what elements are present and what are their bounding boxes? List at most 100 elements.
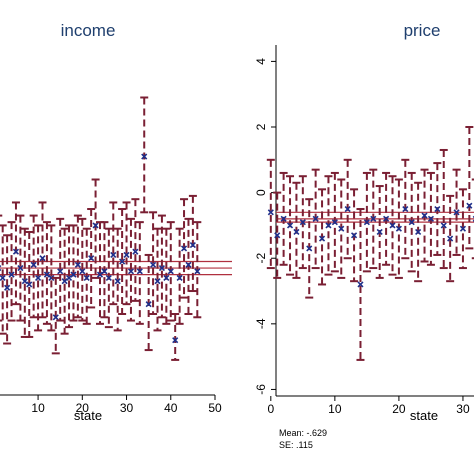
income-point-marker bbox=[180, 245, 188, 252]
price-point-marker bbox=[267, 209, 274, 216]
price-point-marker bbox=[447, 235, 454, 242]
price-y-tick-label: -2 bbox=[254, 253, 268, 264]
income-point-marker bbox=[39, 255, 46, 262]
income-x-tick-label: 10 bbox=[31, 401, 45, 415]
income-point-marker bbox=[105, 274, 112, 281]
income-point-marker bbox=[52, 314, 59, 321]
income-point-marker bbox=[194, 268, 201, 275]
price-point-marker bbox=[408, 219, 415, 226]
income-x-tick-label: 30 bbox=[120, 401, 134, 415]
price-x-ticks: 0 10 20 30 bbox=[267, 396, 470, 416]
price-point-marker bbox=[370, 215, 377, 222]
price-point-marker bbox=[395, 225, 402, 232]
price-point-marker bbox=[376, 228, 383, 236]
income-point-marker bbox=[176, 274, 183, 281]
price-x-tick-label: 30 bbox=[456, 402, 470, 416]
price-point-marker bbox=[421, 212, 428, 219]
price-x-axis-label: state bbox=[410, 408, 438, 423]
income-point-marker bbox=[26, 281, 33, 288]
income-point-marker bbox=[57, 268, 64, 275]
income-point-marker bbox=[158, 264, 165, 272]
income-point-marker bbox=[189, 242, 196, 249]
income-point-marker bbox=[141, 153, 148, 160]
price-point-marker bbox=[274, 232, 281, 239]
price-point-marker bbox=[280, 215, 287, 222]
income-point-marker bbox=[17, 264, 24, 272]
income-point-marker bbox=[30, 261, 37, 268]
income-point-marker bbox=[167, 268, 174, 275]
income-point-marker bbox=[79, 268, 86, 275]
income-point-marker bbox=[12, 248, 20, 255]
price-point-marker bbox=[459, 225, 467, 232]
income-point-marker bbox=[83, 274, 90, 281]
price-point-marker bbox=[415, 228, 422, 236]
price-y-tick-label: 0 bbox=[254, 189, 268, 196]
income-point-marker bbox=[185, 261, 192, 268]
price-point-marker bbox=[318, 235, 326, 242]
price-point-marker bbox=[312, 215, 319, 222]
price-point-marker bbox=[344, 205, 351, 213]
price-point-marker bbox=[383, 215, 390, 222]
price-point-marker bbox=[338, 225, 345, 232]
income-point-marker bbox=[92, 222, 99, 229]
price-point-marker bbox=[286, 222, 294, 229]
income-point-marker bbox=[70, 271, 77, 278]
income-x-tick-label: 40 bbox=[164, 401, 178, 415]
price-point-marker bbox=[453, 209, 460, 216]
price-error-bars bbox=[266, 126, 474, 361]
price-point-marker bbox=[440, 222, 447, 229]
price-point-marker bbox=[427, 215, 434, 222]
income-point-marker bbox=[101, 268, 108, 275]
price-y-tick-label: 2 bbox=[254, 123, 268, 130]
price-point-marker bbox=[389, 222, 396, 229]
income-point-marker bbox=[35, 274, 42, 281]
income-x-tick-label: 20 bbox=[76, 401, 90, 415]
income-x-ticks: 01020304050 bbox=[31, 395, 222, 415]
income-point-marker bbox=[136, 268, 143, 275]
price-panel: price state -6 -4 -2 0 2 4 0 10 20 30 Mean: -.62… bbox=[254, 21, 474, 450]
price-point-marker bbox=[299, 219, 306, 226]
income-point-marker bbox=[145, 301, 152, 308]
income-point-marker bbox=[172, 337, 179, 344]
income-x-tick-label: 50 bbox=[208, 401, 222, 415]
price-y-tick-label: 4 bbox=[254, 58, 268, 65]
income-point-marker bbox=[43, 271, 50, 278]
income-point-marker bbox=[0, 274, 6, 281]
income-point-marker bbox=[74, 261, 81, 268]
income-point-marker bbox=[163, 274, 170, 281]
price-x-tick-label: 20 bbox=[392, 402, 406, 416]
price-point-marker bbox=[306, 245, 313, 252]
income-point-marker bbox=[110, 251, 117, 259]
income-point-marker bbox=[154, 278, 161, 285]
price-y-tick-label: -4 bbox=[254, 318, 268, 329]
price-point-marker bbox=[293, 228, 300, 236]
price-y-ticks: -6 -4 -2 0 2 4 bbox=[254, 58, 276, 395]
income-error-bars bbox=[0, 96, 202, 361]
income-point-marker bbox=[4, 284, 11, 291]
income-panel: income state 01020304050 bbox=[0, 21, 232, 423]
income-point-marker bbox=[65, 274, 73, 281]
income-panel-title: income bbox=[61, 21, 116, 40]
income-point-marker bbox=[127, 268, 135, 275]
income-point-marker bbox=[8, 271, 15, 278]
price-se-note: SE: .115 bbox=[279, 440, 313, 450]
price-point-marker bbox=[434, 205, 441, 213]
price-point-marker bbox=[363, 219, 370, 226]
income-point-marker bbox=[132, 248, 139, 255]
price-y-tick-label: -6 bbox=[254, 384, 268, 395]
price-point-marker bbox=[325, 222, 332, 229]
price-point-marker bbox=[402, 205, 409, 213]
income-point-marker bbox=[88, 255, 95, 262]
income-point-marker bbox=[48, 274, 55, 281]
income-point-marker bbox=[119, 258, 126, 265]
income-point-marker bbox=[150, 261, 157, 268]
price-x-tick-label: 10 bbox=[328, 402, 342, 416]
price-point-marker bbox=[357, 281, 364, 288]
price-panel-title: price bbox=[404, 21, 441, 40]
income-point-marker bbox=[61, 278, 68, 285]
income-point-marker bbox=[114, 278, 121, 285]
price-x-tick-label: 0 bbox=[267, 402, 274, 416]
price-point-marker bbox=[331, 219, 338, 226]
income-point-marker bbox=[21, 278, 28, 285]
